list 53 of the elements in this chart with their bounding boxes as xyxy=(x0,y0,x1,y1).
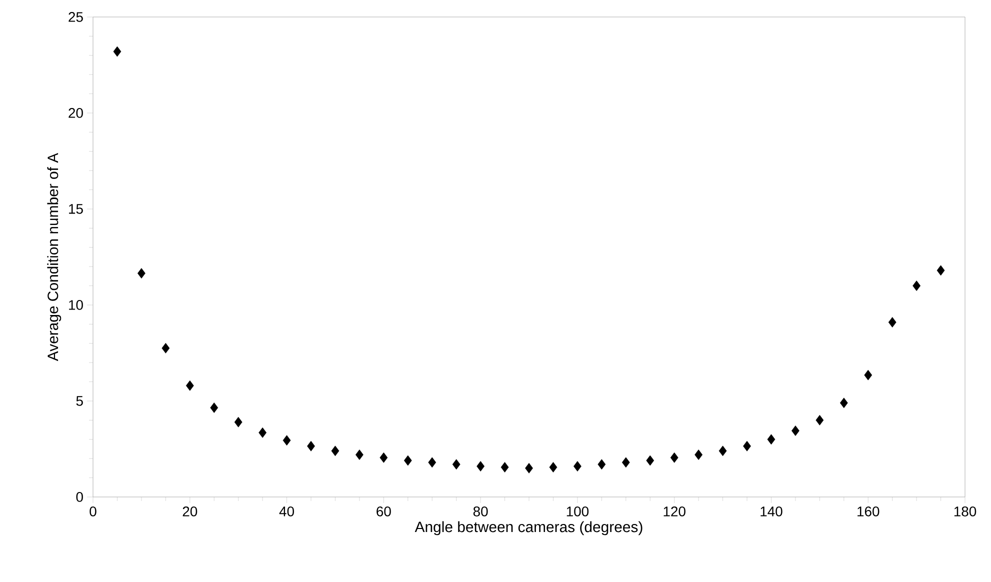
point xyxy=(138,268,146,279)
point xyxy=(428,457,436,468)
y-axis-title: Average Condition number of A xyxy=(47,152,62,362)
y-tick-label: 5 xyxy=(76,396,83,406)
x-tick-label: 0 xyxy=(90,506,96,516)
point xyxy=(356,450,364,460)
point xyxy=(646,455,654,466)
x-axis-title: Angle between cameras (degrees) xyxy=(414,521,642,536)
x-tick-label: 100 xyxy=(566,506,589,516)
x-tick-label: 140 xyxy=(760,506,782,516)
x-tick-label: 160 xyxy=(858,506,880,516)
point xyxy=(840,398,848,408)
point xyxy=(888,317,896,328)
x-tick-label: 180 xyxy=(954,506,976,516)
point xyxy=(307,440,315,452)
point xyxy=(476,461,485,472)
point xyxy=(500,462,509,472)
point xyxy=(404,455,412,466)
point xyxy=(234,416,242,428)
x-tick-label: 120 xyxy=(664,506,686,516)
point xyxy=(718,446,727,456)
point xyxy=(282,435,291,446)
point xyxy=(912,280,921,291)
point xyxy=(622,457,630,468)
point xyxy=(525,462,533,474)
point xyxy=(864,370,872,380)
x-tick-label: 20 xyxy=(182,506,198,516)
point xyxy=(743,440,751,452)
point xyxy=(598,459,606,470)
y-tick-label: 10 xyxy=(69,300,83,310)
point xyxy=(574,461,582,472)
point xyxy=(767,434,776,445)
point xyxy=(816,414,824,426)
point xyxy=(258,427,267,438)
x-tick-label: 40 xyxy=(279,506,294,516)
point xyxy=(186,380,194,391)
point xyxy=(694,450,703,460)
point xyxy=(331,446,340,456)
point xyxy=(162,342,170,354)
y-tick-label: 25 xyxy=(68,12,83,22)
x-tick-label: 60 xyxy=(376,506,391,516)
point xyxy=(452,459,460,470)
point xyxy=(380,452,388,463)
y-tick-label: 20 xyxy=(68,108,83,118)
x-tick-label: 80 xyxy=(473,506,488,516)
point xyxy=(670,452,678,463)
point xyxy=(549,462,558,472)
point xyxy=(210,402,218,413)
point xyxy=(792,426,800,436)
y-tick-label: 0 xyxy=(76,492,83,502)
y-tick-label: 15 xyxy=(69,204,83,214)
point xyxy=(936,265,945,276)
point xyxy=(113,46,122,57)
